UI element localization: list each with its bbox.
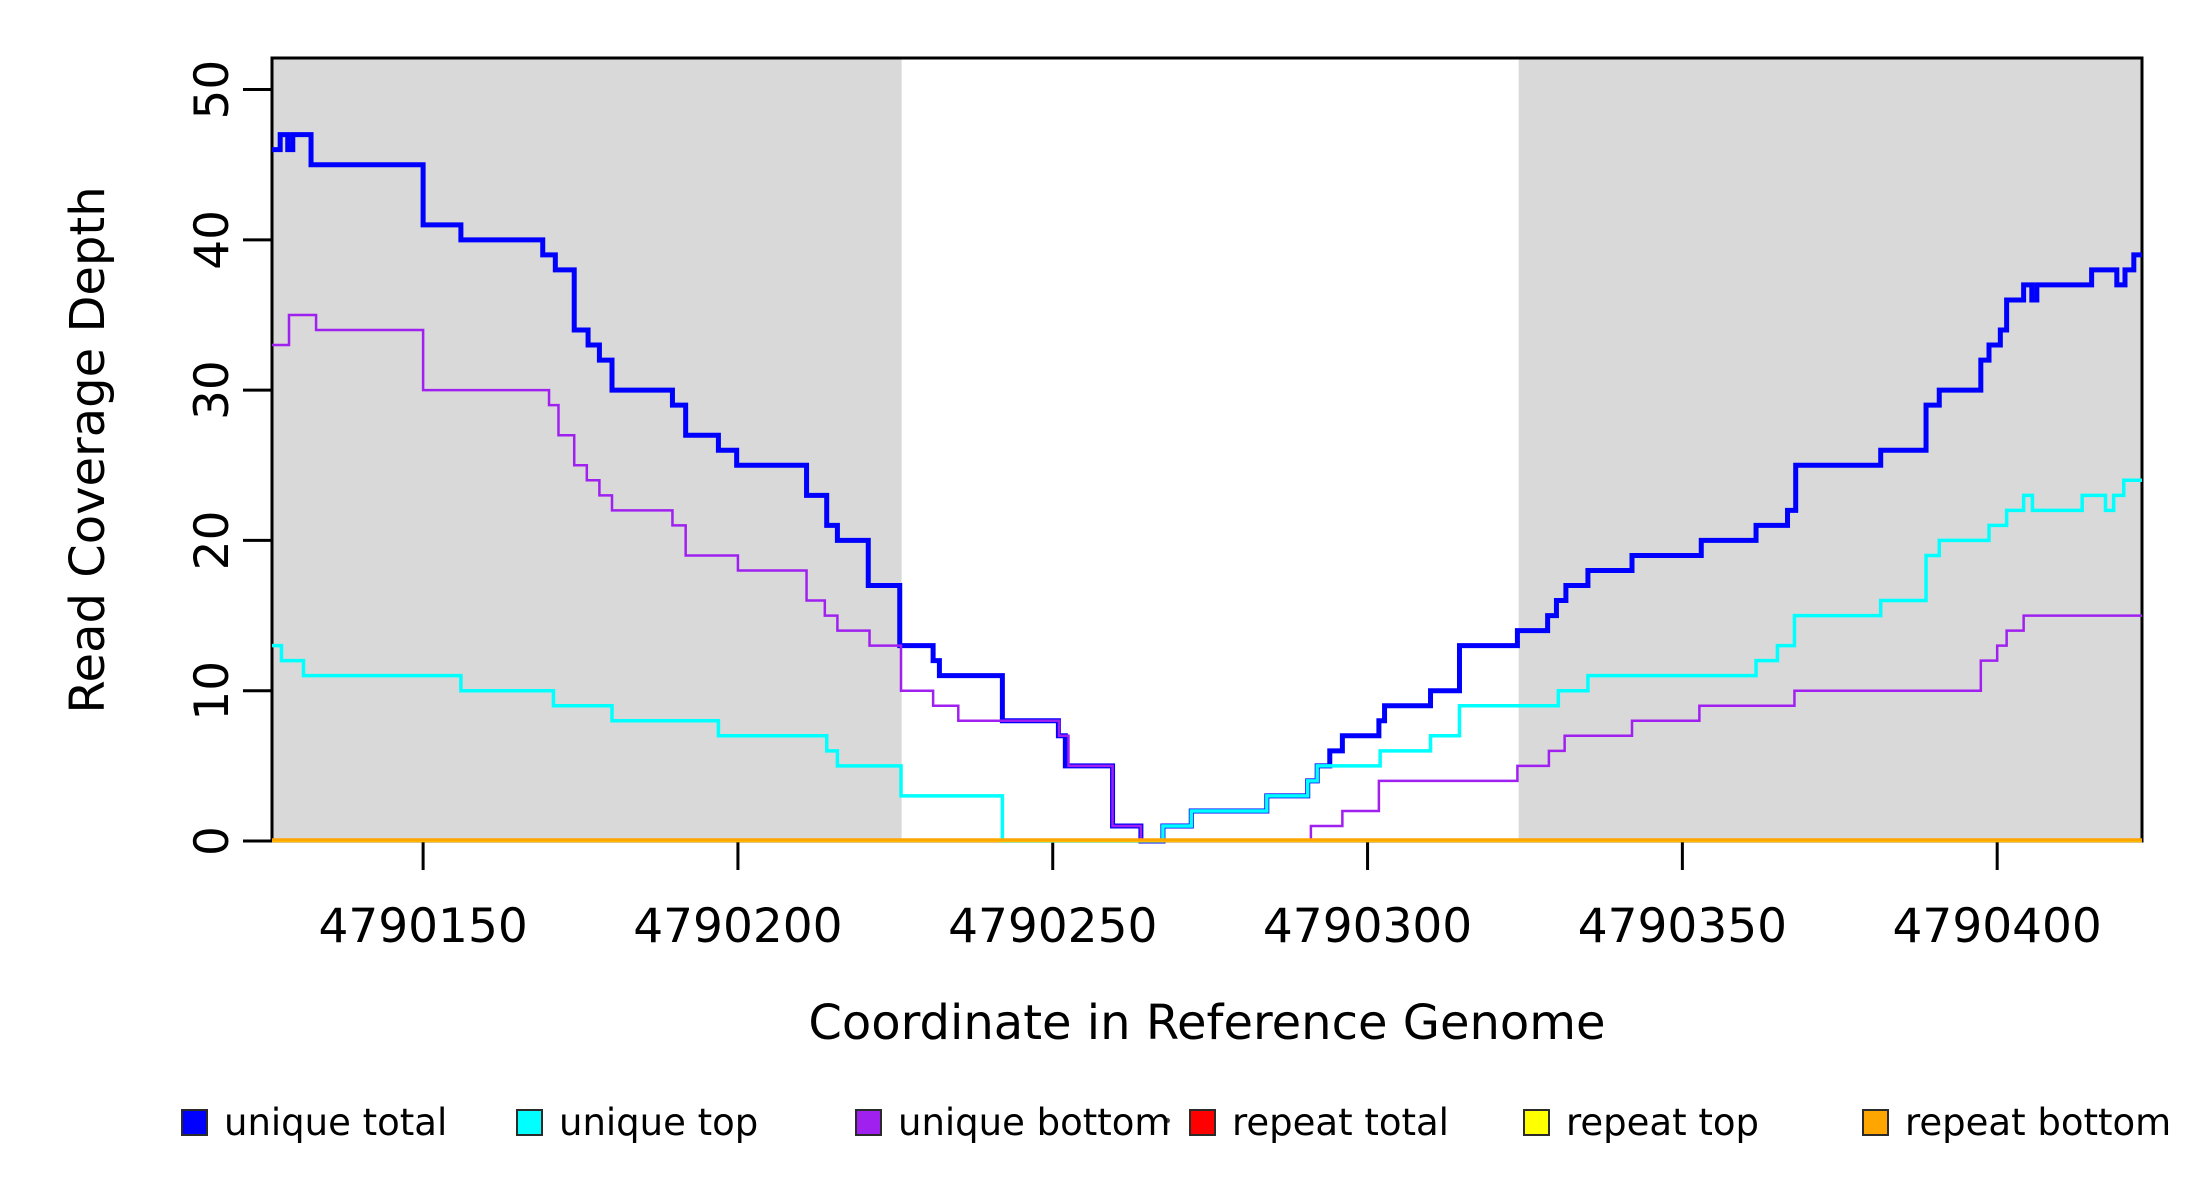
legend-color-swatch-icon	[1523, 1108, 1550, 1136]
y-tick-label: 0	[185, 826, 240, 856]
shaded-region	[1518, 58, 2142, 841]
y-tick-label: 30	[185, 360, 240, 420]
legend-item-label: repeat top	[1566, 1100, 1759, 1144]
legend-item: repeat top	[1523, 1100, 1759, 1144]
y-axis-title: Read Coverage Depth	[60, 186, 116, 714]
series-unique-bottom	[272, 313, 2142, 843]
legend-color-swatch-icon	[181, 1108, 208, 1136]
series-unique-top	[272, 478, 2142, 843]
legend-artifact-dot	[1165, 1118, 1170, 1123]
x-tick-label: 4790200	[633, 899, 842, 954]
x-tick-label: 4790250	[948, 899, 1157, 954]
y-tick-label: 20	[185, 511, 240, 571]
y-tick-label: 50	[185, 60, 240, 120]
legend-color-swatch-icon	[855, 1108, 882, 1136]
legend-item: repeat total	[1189, 1100, 1449, 1144]
x-tick-label: 4790150	[318, 899, 527, 954]
legend-item-label: unique bottom	[898, 1100, 1171, 1144]
legend-item: unique total	[181, 1100, 447, 1144]
legend-color-swatch-icon	[1862, 1108, 1889, 1136]
y-tick-label: 10	[185, 661, 240, 721]
y-tick-label: 40	[185, 210, 240, 270]
x-tick-label: 4790350	[1578, 899, 1787, 954]
x-tick-label: 4790300	[1263, 899, 1472, 954]
legend-color-swatch-icon	[1189, 1108, 1216, 1136]
legend: unique total unique top unique bottom re…	[0, 1100, 2200, 1160]
legend-item-label: unique total	[224, 1100, 448, 1144]
legend-item: unique top	[516, 1100, 758, 1144]
x-axis-title: Coordinate in Reference Genome	[808, 995, 1606, 1051]
x-tick-label: 4790400	[1893, 899, 2102, 954]
legend-item: unique bottom	[855, 1100, 1170, 1144]
legend-item-label: unique top	[559, 1100, 759, 1144]
legend-item: repeat bottom	[1862, 1100, 2171, 1144]
shaded-region	[272, 58, 902, 841]
legend-item-label: repeat bottom	[1905, 1100, 2172, 1144]
legend-color-swatch-icon	[516, 1108, 543, 1136]
legend-item-label: repeat total	[1232, 1100, 1449, 1144]
